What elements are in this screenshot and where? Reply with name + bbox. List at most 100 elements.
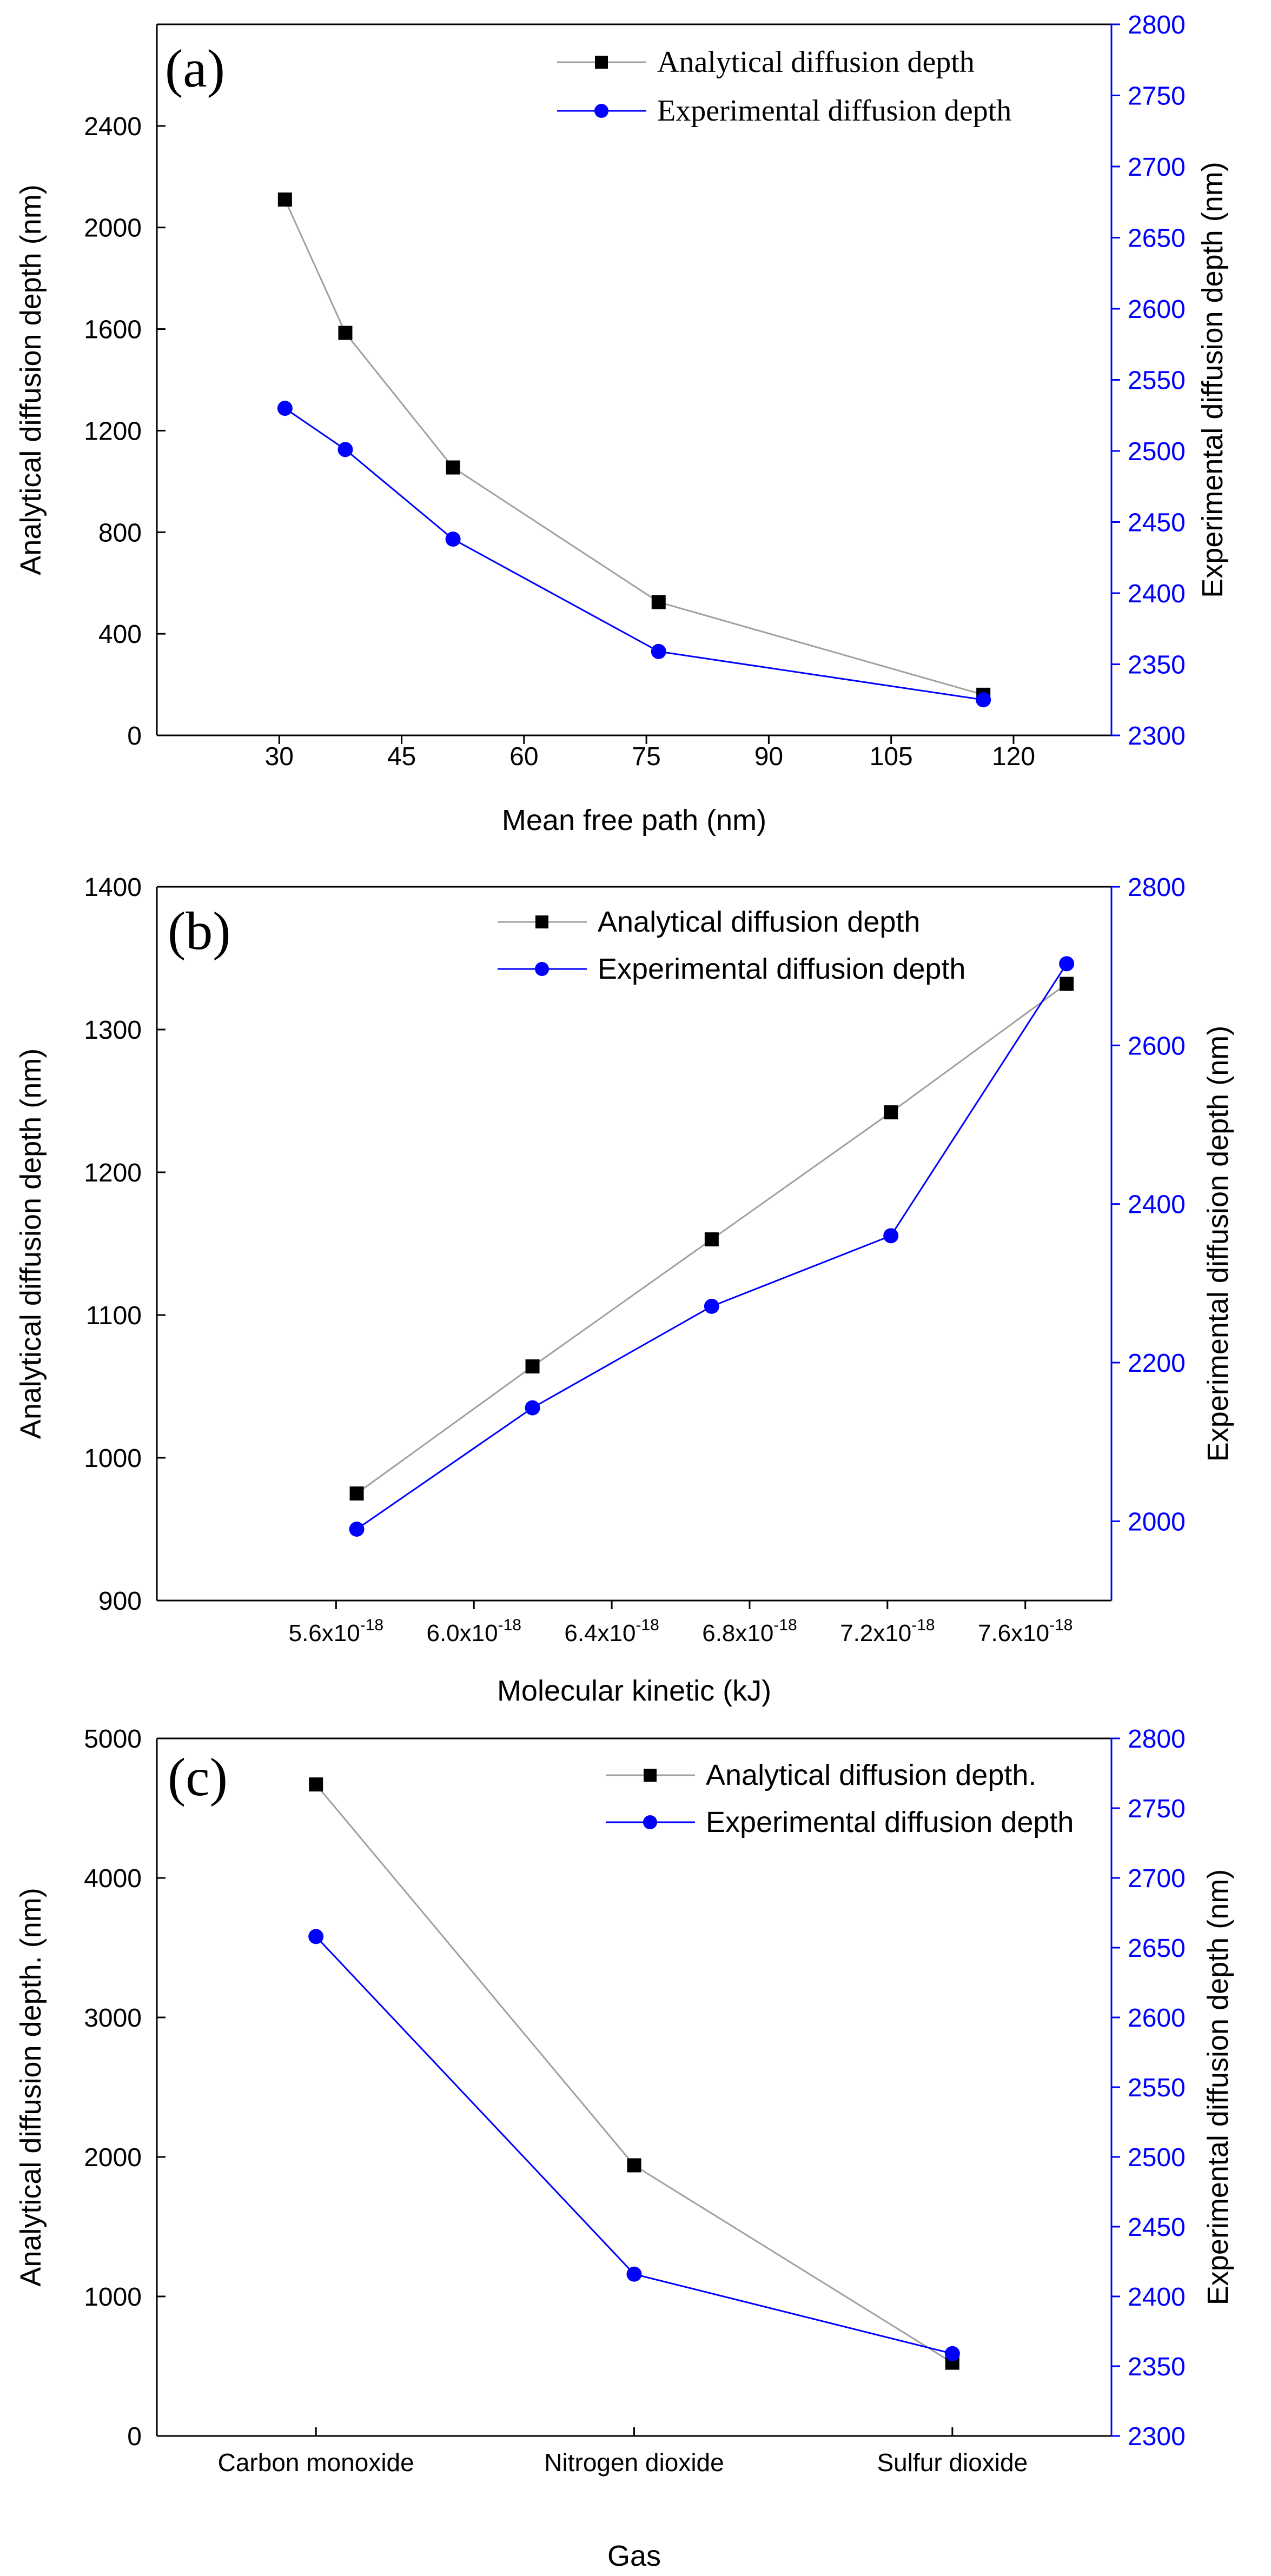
y2-tick-label: 2700 (1128, 1864, 1186, 1893)
series-line-experimental (284, 407, 984, 701)
x-tick-label: 6.8x10-18 (702, 1616, 797, 1646)
y-tick-label: 2000 (84, 2143, 142, 2172)
experimental-data-point (883, 1228, 899, 1244)
x-tick-exponent: -18 (773, 1616, 797, 1634)
x-tick-mantissa: 6.0x10 (426, 1620, 498, 1646)
analytical-data-point (446, 460, 460, 475)
y2-tick-label: 2700 (1128, 153, 1186, 182)
x-axis-title: Molecular kinetic (kJ) (497, 1675, 771, 1707)
y-tick-label: 1200 (84, 1159, 142, 1187)
y2-tick-label: 2350 (1128, 651, 1186, 680)
panel-c-gas: 0 1000 2000 3000 4000 5000 2300 2350 2400 2450 250… (15, 1725, 1234, 2572)
y-tick-label: 2000 (84, 214, 142, 243)
y-tick-label: 1000 (84, 1444, 142, 1473)
analytical-data-point (309, 1777, 323, 1792)
y2-tick-label: 2400 (1128, 2283, 1186, 2312)
panel-b-molecular-kinetic: 900 1000 1100 1200 1300 1400 2000 2200 2400 2600 2… (15, 873, 1234, 1707)
legend-label: Experimental diffusion depth (598, 953, 965, 985)
legend-marker-square (535, 915, 548, 928)
panel-label: (b) (168, 901, 231, 961)
x-tick-label: 6.4x10-18 (564, 1616, 659, 1646)
x-tick-label: 105 (870, 742, 913, 771)
analytical-data-point (884, 1105, 898, 1120)
y-tick-label: 400 (98, 620, 142, 649)
experimental-data-point (445, 532, 461, 547)
x-tick-exponent: -18 (1049, 1616, 1073, 1634)
x-tick-mantissa: 6.8x10 (702, 1620, 773, 1646)
x-category-label: Sulfur dioxide (877, 2448, 1028, 2477)
analytical-data-point (338, 326, 353, 340)
x-tick-exponent: -18 (911, 1616, 935, 1634)
panel-label: (a) (165, 38, 225, 98)
analytical-data-point (277, 192, 292, 207)
y2-tick-label: 2550 (1128, 2074, 1186, 2102)
x-axis-title: Gas (607, 2540, 661, 2572)
y2-tick-label: 2650 (1128, 224, 1186, 253)
y2-tick-label: 2800 (1128, 11, 1186, 39)
y-tick-label: 1200 (84, 417, 142, 446)
y2-tick-label: 2000 (1128, 1508, 1186, 1536)
y2-tick-label: 2600 (1128, 295, 1186, 324)
series-line-analytical (284, 199, 984, 696)
experimental-data-point (337, 442, 353, 457)
y2-tick-label: 2800 (1128, 1725, 1186, 1754)
y2-tick-label: 2500 (1128, 2143, 1186, 2172)
analytical-data-point (627, 2158, 641, 2173)
x-tick-label: 75 (632, 742, 660, 771)
experimental-data-point (349, 1522, 365, 1537)
y2-tick-label: 2200 (1128, 1349, 1186, 1378)
x-tick-label: 7.2x10-18 (840, 1616, 935, 1646)
y2-tick-label: 2500 (1128, 437, 1186, 466)
y2-tick-label: 2750 (1128, 1795, 1186, 1823)
panel-label: (c) (168, 1747, 228, 1807)
y2-tick-label: 2300 (1128, 2422, 1186, 2451)
x-tick-label: 7.6x10-18 (978, 1616, 1073, 1646)
y-tick-label: 5000 (84, 1725, 142, 1754)
x-tick-exponent: -18 (498, 1616, 521, 1634)
panel-a-mean-free-path: 0 400 800 1200 1600 2000 2400 2300 2350 2400 2450 2… (15, 11, 1229, 836)
legend-label: Analytical diffusion depth (657, 45, 975, 79)
y2-tick-label: 2300 (1128, 722, 1186, 751)
analytical-data-point (349, 1486, 364, 1501)
y-tick-label: 1400 (84, 873, 142, 902)
y-tick-label: 800 (98, 519, 142, 547)
x-tick-label: 6.0x10-18 (426, 1616, 521, 1646)
legend-marker-circle (643, 1815, 657, 1829)
y2-tick-label: 2750 (1128, 82, 1186, 111)
experimental-data-point (626, 2266, 642, 2282)
x-tick-label: 90 (754, 742, 783, 771)
experimental-data-point (1059, 956, 1075, 972)
legend-marker-square (595, 56, 608, 69)
y-tick-label: 2400 (84, 112, 142, 141)
y-tick-label: 1000 (84, 2283, 142, 2312)
analytical-data-point (1060, 977, 1074, 991)
legend-marker-circle (594, 104, 608, 118)
legend-label: Analytical diffusion depth. (706, 1759, 1036, 1791)
experimental-data-point (525, 1400, 540, 1416)
x-tick-label: 5.6x10-18 (289, 1616, 383, 1646)
x-tick-label: 120 (992, 742, 1035, 771)
experimental-data-point (277, 401, 293, 416)
experimental-data-point (651, 643, 666, 659)
series-line-experimental (356, 963, 1068, 1530)
y2-axis-title: Experimental diffusion depth (nm) (1196, 162, 1229, 597)
y-tick-label: 4000 (84, 1864, 142, 1893)
x-tick-mantissa: 7.2x10 (840, 1620, 911, 1646)
legend-label: Experimental diffusion depth (657, 94, 1011, 128)
experimental-data-point (308, 1929, 324, 1944)
y2-tick-label: 2350 (1128, 2353, 1186, 2381)
y-tick-label: 3000 (84, 2004, 142, 2033)
legend-marker-square (644, 1769, 657, 1782)
x-tick-mantissa: 6.4x10 (564, 1620, 636, 1646)
y2-tick-label: 2600 (1128, 2004, 1186, 2033)
x-category-label: Nitrogen dioxide (544, 2448, 724, 2477)
series-line-experimental (315, 1936, 953, 2355)
y-tick-label: 900 (98, 1587, 142, 1616)
y2-tick-label: 2450 (1128, 509, 1186, 537)
y2-axis-title: Experimental diffusion depth (nm) (1202, 1869, 1234, 2305)
legend-marker-circle (535, 962, 549, 976)
x-category-label: Carbon monoxide (218, 2448, 414, 2477)
x-tick-exponent: -18 (636, 1616, 659, 1634)
legend-label: Analytical diffusion depth (598, 906, 920, 938)
analytical-data-point (651, 595, 666, 609)
